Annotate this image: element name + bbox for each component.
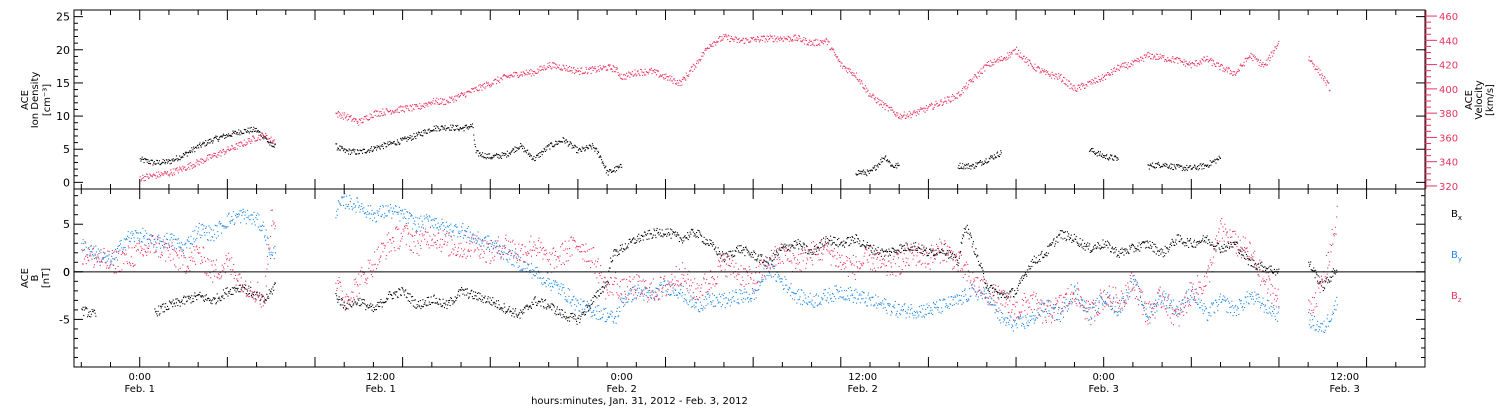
velocity-axis-title-1: ACE: [1464, 90, 1475, 110]
velocity-tick-label: 420: [1439, 61, 1458, 72]
legend-bx-main: B: [1451, 209, 1458, 220]
velocity-axis-title-3: [km/s]: [1485, 84, 1496, 116]
b-axis-title-2: B: [30, 274, 41, 281]
density-axis-title-2: Ion Density: [30, 72, 41, 129]
density-axis-title-1: ACE: [20, 90, 31, 110]
top-panel-frame: [73, 9, 1426, 190]
x-tick-time-label: 12:00: [1330, 372, 1359, 383]
velocity-axis-title-2: Velocity: [1474, 80, 1485, 119]
density-tick-label: 0: [63, 176, 70, 189]
velocity-tick-label: 460: [1439, 12, 1458, 23]
velocity-tick-label: 340: [1439, 158, 1458, 169]
x-tick-date-label: Feb. 2: [606, 384, 636, 395]
x-tick-date-label: Feb. 3: [1329, 384, 1359, 395]
density-tick-label: 25: [56, 11, 70, 24]
velocity-tick-label: 320: [1439, 182, 1458, 193]
bx-series: [81, 224, 1338, 325]
density-series: [139, 123, 1221, 177]
x-axis-title: hours:minutes, Jan. 31, 2012 - Feb. 3, 2…: [531, 396, 748, 407]
density-axis-title-3: [cm⁻³]: [42, 84, 53, 116]
b-axis-title-3: [nT]: [41, 268, 52, 288]
x-tick-date-label: Feb. 2: [847, 384, 877, 395]
legend-bx-sub: x: [1458, 214, 1462, 222]
density-tick-label: 15: [56, 77, 70, 90]
legend-bz: Bz: [1451, 291, 1462, 304]
b-tick-label: 0: [63, 266, 70, 279]
x-tick-date-label: Feb. 3: [1088, 384, 1118, 395]
x-tick-time-label: 0:00: [128, 372, 150, 383]
legend-by-sub: y: [1458, 255, 1462, 263]
x-tick-date-label: Feb. 1: [365, 384, 395, 395]
legend-bx: Bx: [1451, 209, 1462, 222]
velocity-series: [139, 33, 1331, 182]
x-tick-time-label: 0:00: [610, 372, 632, 383]
legend-by: By: [1451, 250, 1462, 263]
legend-bz-sub: z: [1458, 296, 1462, 304]
velocity-tick-label: 380: [1439, 109, 1458, 120]
bz-series: [81, 205, 1338, 327]
x-tick-time-label: 12:00: [848, 372, 877, 383]
b-tick-label: 0: [63, 266, 70, 279]
velocity-tick-label: 360: [1439, 133, 1458, 144]
b-axis-title-1: ACE: [20, 268, 31, 288]
density-tick-label: 5: [63, 143, 70, 156]
x-tick-time-label: 0:00: [1092, 372, 1114, 383]
legend-bz-main: B: [1451, 291, 1458, 302]
x-tick-time-label: 12:00: [366, 372, 395, 383]
density-tick-label: 20: [56, 44, 70, 57]
velocity-tick-label: 440: [1439, 36, 1458, 47]
b-tick-label: 5: [63, 218, 70, 231]
velocity-tick-label: 400: [1439, 85, 1458, 96]
bottom-panel-frame: [73, 188, 1426, 368]
x-tick-date-label: Feb. 1: [125, 384, 155, 395]
legend-by-main: B: [1451, 250, 1458, 261]
density-tick-label: 10: [56, 110, 70, 123]
by-series: [81, 193, 1338, 333]
b-tick-label: -5: [59, 313, 70, 326]
